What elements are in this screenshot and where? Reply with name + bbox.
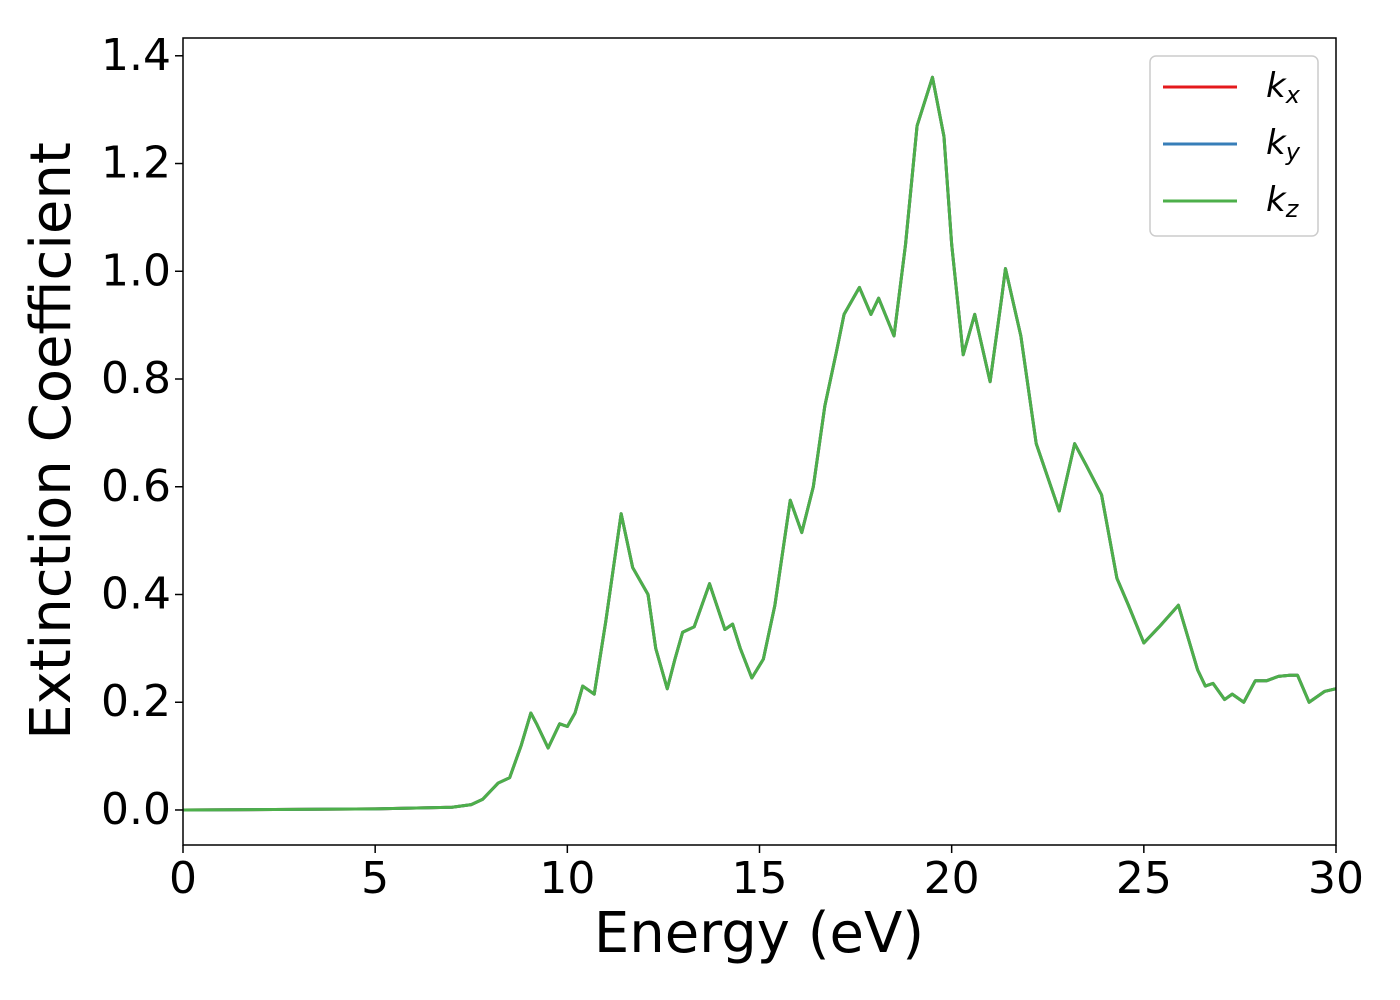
legend-label: kz (1266, 180, 1300, 224)
y-tick-label: 1.0 (101, 245, 171, 296)
x-tick-label: 30 (1308, 853, 1364, 904)
x-tick-label: 20 (924, 853, 980, 904)
legend-label: ky (1266, 123, 1301, 167)
x-axis-label: Energy (eV) (594, 901, 924, 966)
x-tick-label: 15 (732, 853, 788, 904)
plot-frame (182, 37, 1337, 846)
y-tick-label: 0.2 (101, 676, 171, 727)
x-tick-label: 25 (1116, 853, 1172, 904)
legend-label: kx (1266, 66, 1301, 110)
y-tick-label: 0.4 (101, 568, 171, 619)
legend-box (1149, 55, 1319, 237)
y-tick-label: 1.4 (101, 30, 171, 81)
y-axis-label: Extinction Coefficient (19, 142, 84, 740)
y-tick-label: 1.2 (101, 138, 171, 189)
line-series (183, 75, 1336, 812)
x-tick-label: 10 (539, 853, 595, 904)
y-tick-label: 0.6 (101, 461, 171, 512)
y-tick-label: 0.0 (101, 784, 171, 835)
y-tick-label: 0.8 (101, 353, 171, 404)
x-tick-label: 0 (169, 853, 197, 904)
x-tick-label: 5 (361, 853, 389, 904)
